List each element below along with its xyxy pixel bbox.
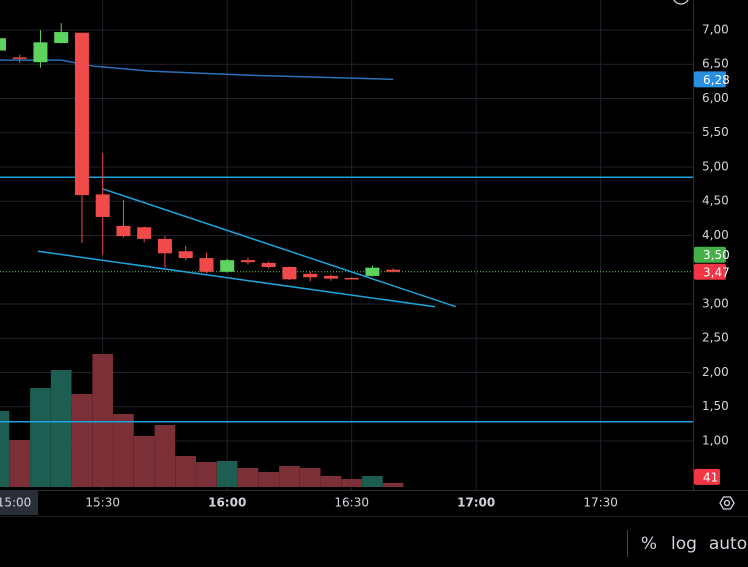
- volume-bar: [71, 394, 93, 487]
- volume-bar: [133, 436, 155, 487]
- candle-body: [137, 227, 152, 239]
- volume-bar: [0, 411, 10, 487]
- settings-icon[interactable]: [719, 496, 735, 510]
- volume-bar: [216, 461, 238, 487]
- volume-bar: [154, 425, 176, 487]
- price-badge: [694, 263, 726, 280]
- volume-bar: [362, 476, 383, 487]
- candle-body: [116, 225, 131, 237]
- price-badge: [694, 71, 726, 88]
- x-tick-label: 16:00: [208, 496, 246, 510]
- volume-bar: [279, 466, 300, 487]
- volume-bar: [237, 468, 259, 487]
- volume-bar: [299, 468, 321, 487]
- scale-button[interactable]: log: [671, 534, 697, 554]
- volume-bar: [196, 462, 217, 487]
- candle-body: [199, 258, 214, 272]
- y-tick-label: 1,50: [702, 399, 729, 413]
- price-badge: [694, 246, 726, 263]
- candle-body: [74, 32, 89, 196]
- candle-body: [344, 277, 359, 280]
- trendline: [37, 250, 435, 308]
- candle-body: [365, 267, 380, 276]
- x-tick-label: 15:30: [85, 496, 120, 510]
- candle-body: [386, 269, 401, 272]
- volume-bar: [382, 482, 404, 487]
- candle-body: [157, 238, 172, 254]
- y-tick-label: 2,50: [702, 331, 729, 345]
- volume-bar: [258, 472, 280, 487]
- candle-body: [54, 32, 69, 44]
- volume-bar: [341, 479, 363, 487]
- volume-bar: [175, 456, 197, 487]
- candle-body: [33, 42, 48, 63]
- y-tick-label: 4,50: [702, 194, 729, 208]
- volume-bar: [50, 370, 72, 487]
- x-tick-label: 17:00: [457, 496, 495, 510]
- settings-hex[interactable]: [719, 496, 735, 510]
- y-tick-label: 6,00: [702, 91, 729, 105]
- volume-bar: [9, 440, 31, 487]
- y-tick-label: 3,00: [702, 296, 729, 310]
- trendline: [102, 188, 457, 308]
- volume-bar: [30, 388, 51, 487]
- y-tick-label: 1,00: [702, 433, 729, 447]
- volume-bar: [113, 414, 134, 487]
- plot-area: [0, 0, 693, 490]
- scale-button[interactable]: %: [641, 534, 657, 554]
- y-tick-label: 7,00: [702, 23, 729, 37]
- x-tick-label: 16:30: [334, 496, 369, 510]
- volume-badge: [694, 468, 720, 485]
- price-badge-label: 3,47: [703, 265, 730, 279]
- candle-body: [282, 266, 297, 280]
- y-tick-label: 5,50: [702, 125, 729, 139]
- price-badge-label: 3,50: [703, 248, 730, 262]
- moving-average: [0, 59, 394, 81]
- price-badge-label: 6,28: [703, 73, 730, 87]
- candle-body: [178, 251, 193, 259]
- volume-bar: [92, 354, 114, 487]
- candle-body: [220, 260, 235, 272]
- candle-body: [12, 57, 27, 59]
- y-tick-label: 5,00: [702, 159, 729, 173]
- y-tick-label: 6,50: [702, 57, 729, 71]
- candle-body: [323, 275, 338, 279]
- candle-body: [0, 38, 6, 51]
- volume-bar: [320, 476, 342, 487]
- candle-body: [261, 262, 276, 267]
- x-tick-label: 17:30: [583, 496, 618, 510]
- volume-badge-label: 41: [703, 470, 718, 484]
- candle-body: [303, 273, 318, 278]
- y-tick-label: 2,00: [702, 365, 729, 379]
- y-tick-label: 4,00: [702, 228, 729, 242]
- candle-body: [240, 260, 255, 263]
- scale-button[interactable]: auto: [709, 534, 747, 554]
- x-tick-label: 15:00: [0, 496, 31, 510]
- settings-dot[interactable]: [723, 499, 731, 507]
- top-icon[interactable]: [673, 0, 689, 5]
- x-tick-label-bg: [0, 491, 38, 515]
- candle-body: [95, 194, 110, 217]
